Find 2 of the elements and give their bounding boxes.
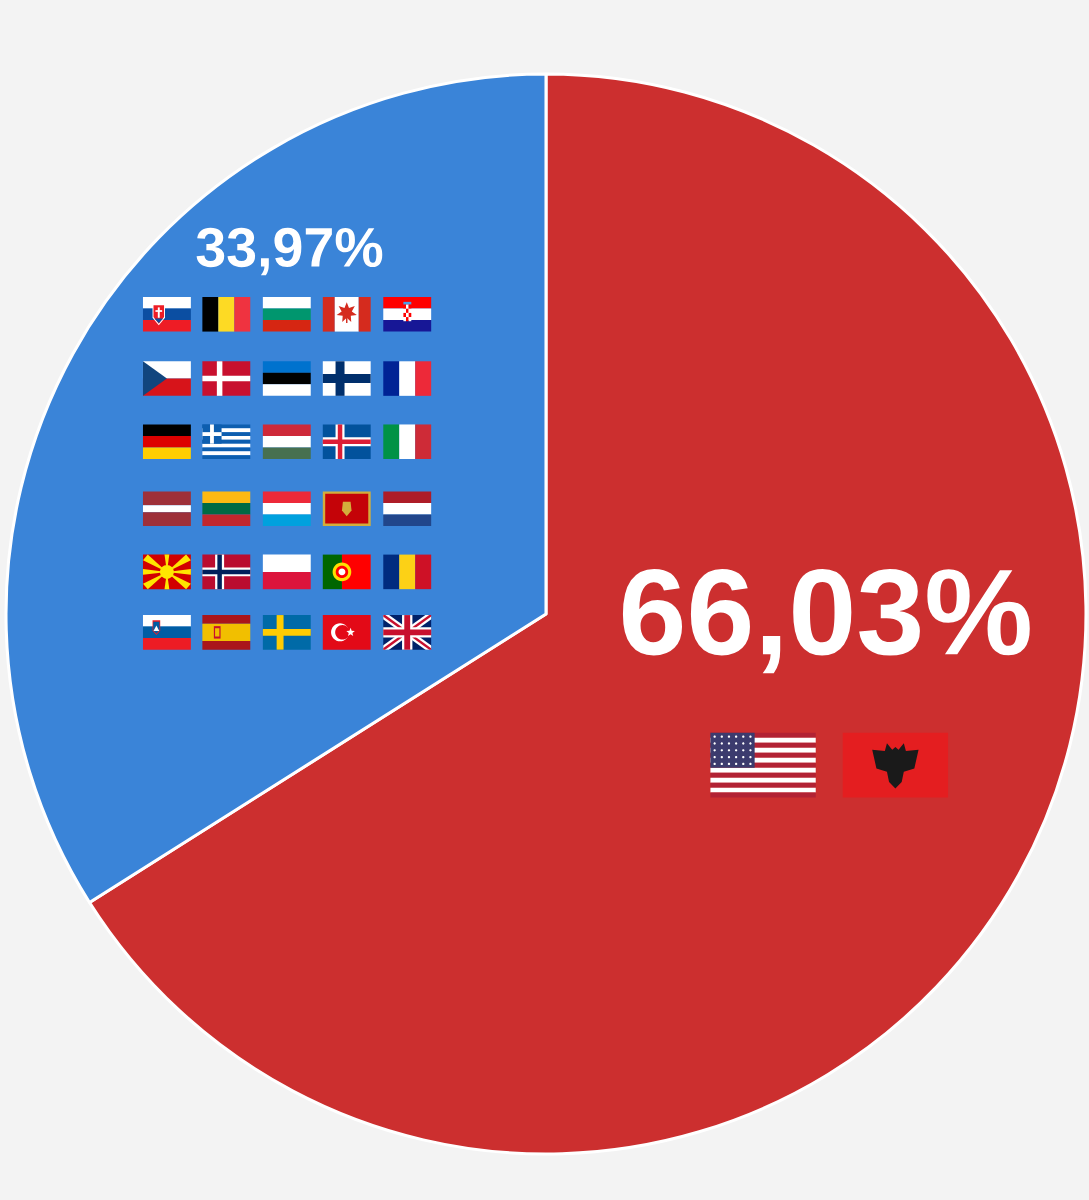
- data-label: 33,97%: [196, 227, 383, 276]
- data-label: 66,03%: [622, 568, 1030, 674]
